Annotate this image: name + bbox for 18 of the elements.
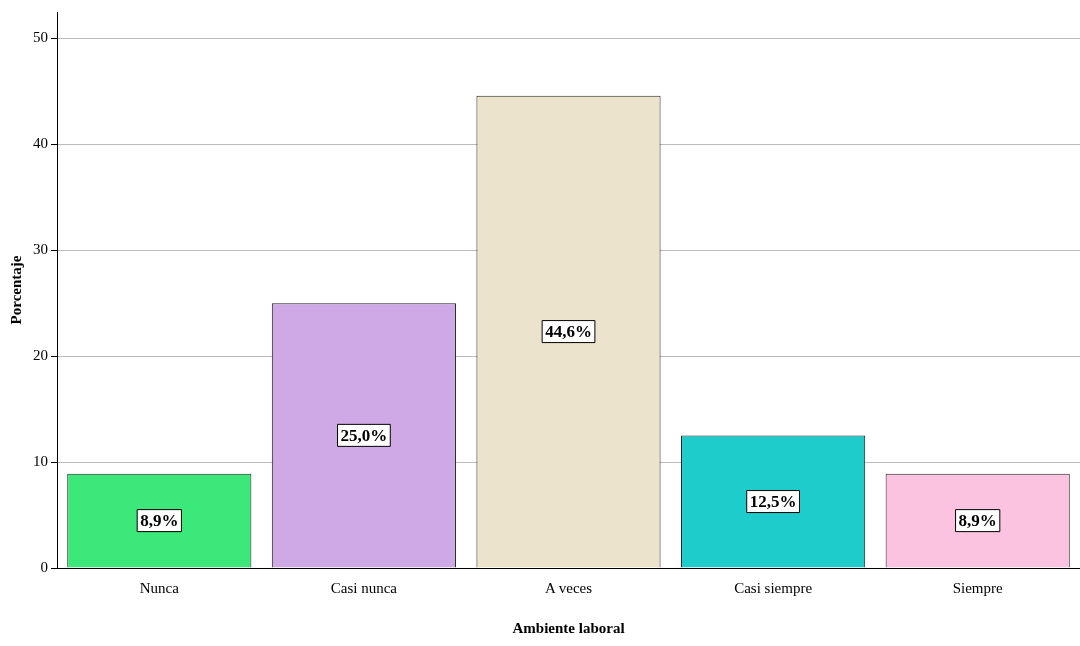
- x-tick-label: A veces: [544, 579, 593, 596]
- y-tick-label: 20: [33, 347, 48, 364]
- data-label: 8,9%: [140, 511, 179, 531]
- data-label: 12,5%: [749, 491, 797, 511]
- y-tick-label: 30: [33, 241, 48, 258]
- x-tick-label: Nunca: [139, 579, 180, 596]
- x-tick-label: Siempre: [952, 579, 1004, 596]
- y-axis-title: Porcentaje: [7, 255, 24, 325]
- data-label: 8,9%: [958, 511, 997, 531]
- data-label: 25,0%: [340, 425, 388, 445]
- y-tick-label: 50: [33, 29, 48, 46]
- data-label: 44,6%: [545, 321, 592, 341]
- y-tick-label: 10: [33, 453, 48, 470]
- x-tick-label: Casi nunca: [330, 579, 398, 596]
- x-axis-title: Ambiente laboral: [512, 619, 625, 636]
- x-tick-label: Casi siempre: [734, 579, 813, 596]
- y-tick-label: 40: [33, 135, 48, 152]
- y-tick-label: 0: [40, 558, 48, 575]
